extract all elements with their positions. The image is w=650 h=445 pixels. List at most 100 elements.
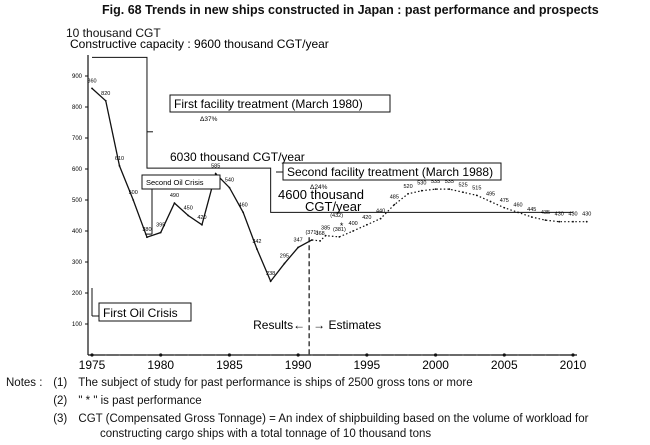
x-minor-tick-dot: [352, 354, 354, 356]
data-label: 525: [458, 182, 467, 188]
capacity-4600-label-line2: CGT/year: [305, 199, 362, 214]
data-point: [242, 211, 245, 214]
data-label: 520: [403, 184, 412, 190]
x-minor-tick-dot: [544, 354, 547, 356]
x-minor-tick-dot: [256, 354, 258, 356]
data-label: 238: [266, 271, 275, 277]
x-minor-tick-dot: [476, 354, 478, 356]
data-label: 610: [115, 156, 124, 162]
note-1: Notes : (1) The subject of study for pas…: [6, 377, 473, 389]
data-label: 380: [142, 227, 151, 233]
x-minor-tick-dot: [531, 354, 533, 356]
note-text: CGT (Compensated Gross Tonnage) = An ind…: [78, 413, 589, 425]
x-tick-dot: [571, 353, 575, 357]
y-tick-label: 600: [72, 167, 83, 173]
y-tick-label: 700: [72, 136, 83, 142]
second-facility-label-box: [282, 162, 502, 181]
data-point: [558, 220, 561, 223]
note-number: (2): [53, 395, 68, 407]
x-minor-tick-dot: [421, 354, 423, 356]
data-point: [352, 230, 355, 232]
data-label: 515: [472, 185, 481, 191]
second-facility-percent: Δ24%: [310, 184, 328, 191]
estimate-line: [311, 188, 587, 242]
x-tick-label: 2010: [560, 358, 587, 372]
data-label: 495: [486, 192, 495, 198]
data-point: [324, 234, 327, 237]
results-label: Results←: [253, 318, 305, 332]
second-facility-label: Second facility treatment (March 1988): [287, 165, 493, 179]
data-label: 535: [431, 179, 440, 185]
data-label: 435: [541, 210, 550, 216]
data-label: 500: [129, 190, 138, 196]
capacity-4600-label-line1: 4600 thousand: [278, 187, 364, 202]
x-minor-tick-dot: [448, 354, 451, 356]
first-oil-crisis-label-box: [98, 302, 192, 322]
x-minor-tick-dot: [201, 354, 203, 356]
x-minor-tick-dot: [407, 354, 409, 356]
y-tick-label: 900: [72, 74, 83, 80]
data-point: [489, 200, 492, 203]
first-facility-label-box: [169, 94, 391, 113]
x-minor-tick-dot: [173, 354, 176, 356]
capacity-6030-label: 6030 thousand CGT/year: [170, 150, 305, 164]
data-label: 540: [225, 178, 234, 184]
data-point: [228, 186, 231, 189]
x-minor-tick-dot: [311, 354, 313, 356]
x-minor-tick-dot: [462, 354, 464, 356]
data-point: [256, 248, 258, 250]
x-minor-tick-dot: [269, 354, 272, 356]
notes-header: Notes :: [6, 377, 43, 389]
data-label: 342: [252, 239, 261, 245]
data-point: [393, 203, 396, 206]
data-point: [365, 223, 368, 226]
x-tick-dot: [90, 353, 94, 357]
x-tick-dot: [227, 353, 232, 357]
x-minor-tick-dot: [283, 354, 286, 356]
y-tick-label: 300: [72, 260, 83, 266]
x-tick-dot: [296, 353, 300, 357]
estimates-label: → Estimates: [313, 318, 381, 332]
data-label: 490: [170, 193, 179, 199]
x-minor-tick-dot: [379, 354, 382, 356]
data-label: 430: [568, 212, 577, 218]
x-minor-tick-dot: [517, 354, 519, 356]
x-minor-tick-dot: [393, 354, 396, 356]
x-tick-label: 2000: [422, 358, 449, 372]
data-point: [91, 87, 93, 90]
data-label: 420: [197, 215, 206, 221]
data-label: 368: [316, 231, 325, 237]
x-tick-label: 1985: [216, 358, 243, 372]
data-point: [572, 220, 574, 223]
x-tick-label: 1980: [147, 358, 174, 372]
x-minor-tick-dot: [324, 354, 327, 356]
data-label: (371): [305, 230, 318, 236]
x-tick-label: 1990: [285, 358, 312, 372]
second-oil-crisis-label: Second Oil Crisis: [146, 178, 204, 187]
data-point: [201, 223, 203, 226]
data-point: [462, 191, 464, 194]
x-minor-tick-dot: [132, 354, 134, 356]
data-label: 445: [527, 207, 536, 213]
data-label: 460: [239, 202, 248, 208]
y-tick-label: 400: [72, 229, 83, 235]
data-point: [379, 217, 382, 220]
y-tick-label: 100: [72, 322, 83, 328]
line-chart: 100 200 300 400 500 600 700 800 900 1975 1980 1985 1…: [70, 37, 591, 372]
note-2: (2) " * " is past performance: [6, 395, 201, 407]
y-tick-label: 500: [72, 198, 83, 204]
first-oil-crisis-label: First Oil Crisis: [103, 306, 178, 320]
data-point: [297, 246, 300, 249]
x-minor-tick-dot: [242, 354, 244, 356]
data-point: [269, 280, 272, 283]
data-label: (381): [333, 227, 346, 233]
x-minor-tick-dot: [118, 354, 121, 356]
data-point: [434, 188, 437, 191]
data-label: 400: [349, 221, 358, 227]
data-point: [475, 194, 478, 197]
data-label: 450: [184, 206, 193, 212]
y-tick-label: 200: [72, 291, 83, 297]
data-point: [338, 235, 341, 238]
data-label: 820: [101, 91, 110, 97]
data-point: [214, 172, 217, 175]
